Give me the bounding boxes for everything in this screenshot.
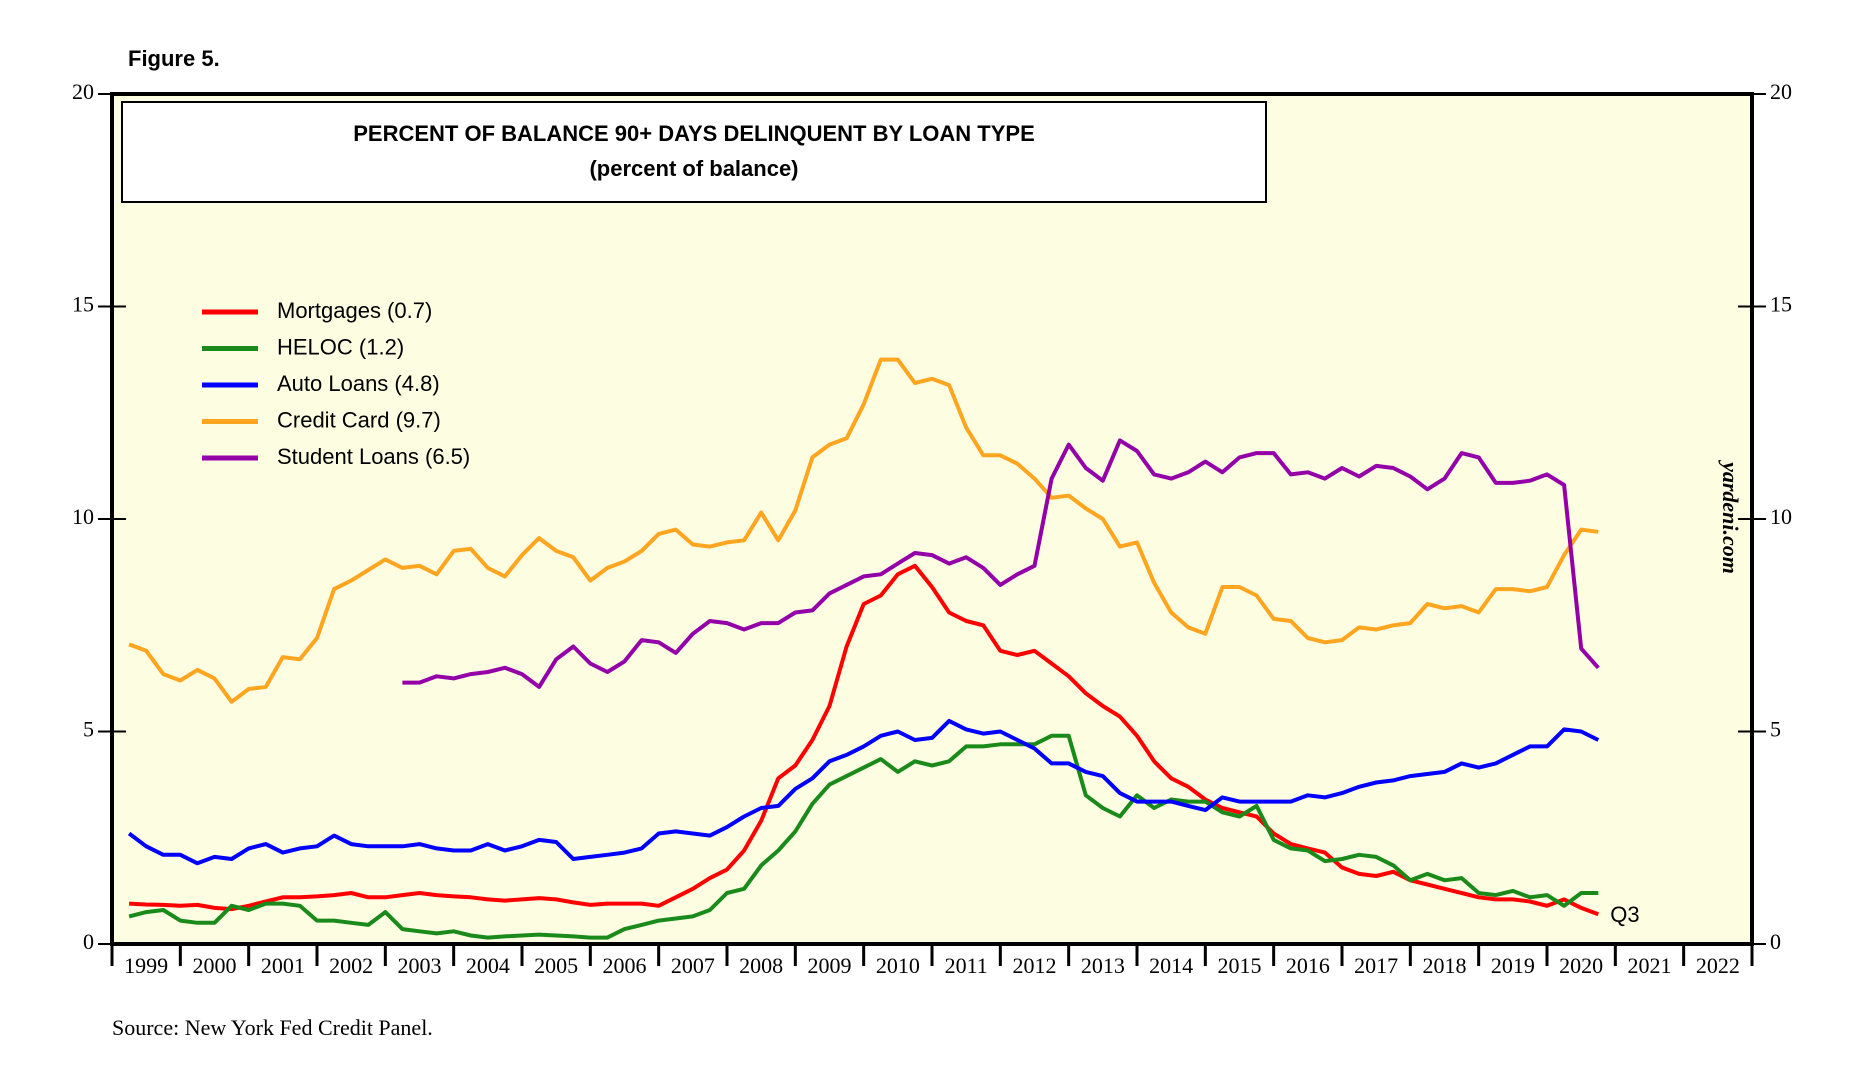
- y-tick-label: 0: [83, 929, 94, 954]
- y-tick-label: 15: [72, 292, 94, 317]
- watermark: yardeni.com: [1718, 459, 1743, 574]
- x-tick-label: 2022: [1696, 953, 1740, 978]
- x-tick-label: 2015: [1218, 953, 1262, 978]
- x-tick-label: 2018: [1423, 953, 1467, 978]
- x-tick-label: 2005: [534, 953, 578, 978]
- plot-frame: [110, 92, 1754, 946]
- y2-tick-label: 10: [1770, 504, 1792, 529]
- x-tick-label: 2021: [1628, 953, 1672, 978]
- x-tick-label: 2013: [1081, 953, 1125, 978]
- x-tick-label: 2008: [739, 953, 783, 978]
- annotation: Q3: [1610, 902, 1639, 927]
- y2-tick-label: 15: [1770, 292, 1792, 317]
- chart-subtitle: (percent of balance): [589, 156, 798, 181]
- y2-tick-label: 5: [1770, 717, 1781, 742]
- chart-title: PERCENT OF BALANCE 90+ DAYS DELINQUENT B…: [353, 121, 1035, 146]
- x-tick-label: 2001: [261, 953, 305, 978]
- plot-area: [112, 94, 1752, 944]
- series-line: [128, 357, 1599, 704]
- x-tick-label: 2002: [329, 953, 373, 978]
- y-tick-label: 20: [72, 79, 94, 104]
- x-tick-label: 2017: [1354, 953, 1398, 978]
- x-tick-label: 2004: [466, 953, 510, 978]
- x-tick-label: 2011: [945, 953, 988, 978]
- x-tick-label: 2006: [603, 953, 647, 978]
- x-tick-label: 2000: [193, 953, 237, 978]
- x-tick-label: 2020: [1559, 953, 1603, 978]
- source-note: Source: New York Fed Credit Panel.: [112, 1015, 433, 1040]
- x-tick-label: 2007: [671, 953, 715, 978]
- y2-tick-label: 20: [1770, 79, 1792, 104]
- series-line: [127, 718, 1600, 866]
- title-box: [121, 101, 1267, 203]
- y2-tick-label: 0: [1770, 929, 1781, 954]
- figure-label: Figure 5.: [128, 46, 220, 71]
- x-tick-label: 2009: [808, 953, 852, 978]
- y-tick-label: 10: [72, 504, 94, 529]
- series-line: [128, 563, 1600, 917]
- legend-label: Student Loans (6.5): [277, 444, 470, 469]
- legend-label: HELOC (1.2): [277, 334, 404, 359]
- legend-label: Mortgages (0.7): [277, 298, 432, 323]
- legend-label: Credit Card (9.7): [277, 407, 441, 432]
- series-line: [128, 733, 1599, 940]
- y-tick-label: 5: [83, 717, 94, 742]
- x-tick-label: 2010: [876, 953, 920, 978]
- x-tick-label: 2012: [1013, 953, 1057, 978]
- x-tick-label: 2014: [1149, 953, 1193, 978]
- x-tick-label: 2019: [1491, 953, 1535, 978]
- series-line: [402, 438, 1600, 689]
- x-tick-label: 2003: [398, 953, 442, 978]
- legend-label: Auto Loans (4.8): [277, 371, 440, 396]
- x-tick-label: 1999: [124, 953, 168, 978]
- x-tick-label: 2016: [1286, 953, 1330, 978]
